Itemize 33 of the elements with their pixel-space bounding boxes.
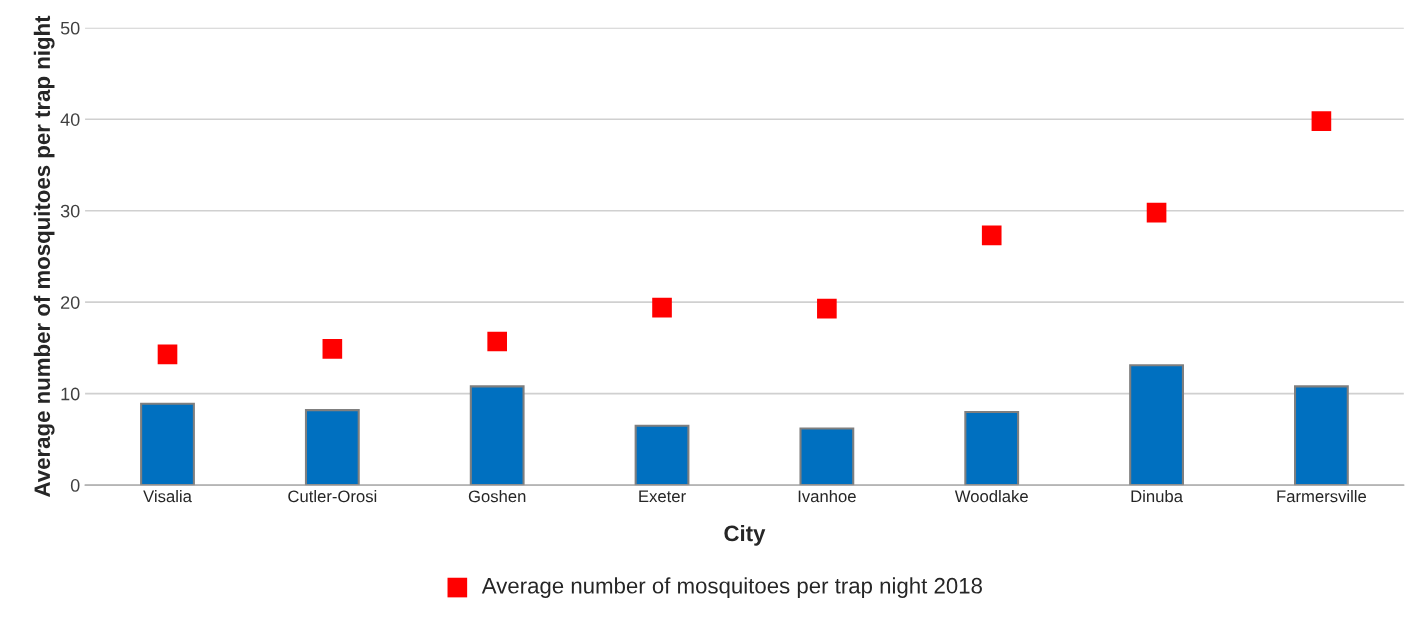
legend-label: Average number of mosquitoes per trap night 2018 bbox=[481, 577, 982, 598]
y-axis-title: Average number of mosquitoes per trap night bbox=[33, 15, 55, 497]
point bbox=[1146, 202, 1167, 223]
point bbox=[1311, 111, 1332, 131]
x-tick-label: Exeter bbox=[639, 490, 686, 503]
y-tick-label: 50 bbox=[60, 21, 80, 35]
y-tick-label: 30 bbox=[60, 204, 80, 218]
bar bbox=[140, 402, 195, 486]
x-tick-label: Visalia bbox=[143, 489, 192, 503]
point bbox=[487, 331, 508, 352]
x-tick-label: Goshen bbox=[468, 489, 526, 503]
bar bbox=[1129, 364, 1184, 486]
point bbox=[652, 297, 672, 318]
point bbox=[981, 225, 1002, 246]
bar bbox=[469, 385, 525, 486]
bar bbox=[634, 424, 690, 486]
y-tick-label: 0 bbox=[70, 479, 80, 492]
point bbox=[817, 298, 837, 319]
point bbox=[322, 339, 343, 359]
y-tick-label: 40 bbox=[60, 113, 80, 126]
x-axis-title: City bbox=[724, 524, 766, 546]
y-tick-label: 10 bbox=[61, 387, 80, 401]
x-tick-label: Cutler-Orosi bbox=[288, 489, 377, 503]
x-tick-label: Ivanhoe bbox=[798, 489, 856, 503]
point bbox=[157, 344, 178, 365]
x-tick-label: Woodlake bbox=[954, 489, 1028, 503]
y-tick-label: 20 bbox=[61, 296, 80, 309]
bar bbox=[799, 427, 855, 486]
bar bbox=[1293, 385, 1349, 486]
bar bbox=[304, 409, 360, 486]
x-tick-label: Dinuba bbox=[1131, 489, 1183, 503]
x-tick-label: Farmersville bbox=[1277, 489, 1367, 503]
bar bbox=[964, 410, 1020, 486]
